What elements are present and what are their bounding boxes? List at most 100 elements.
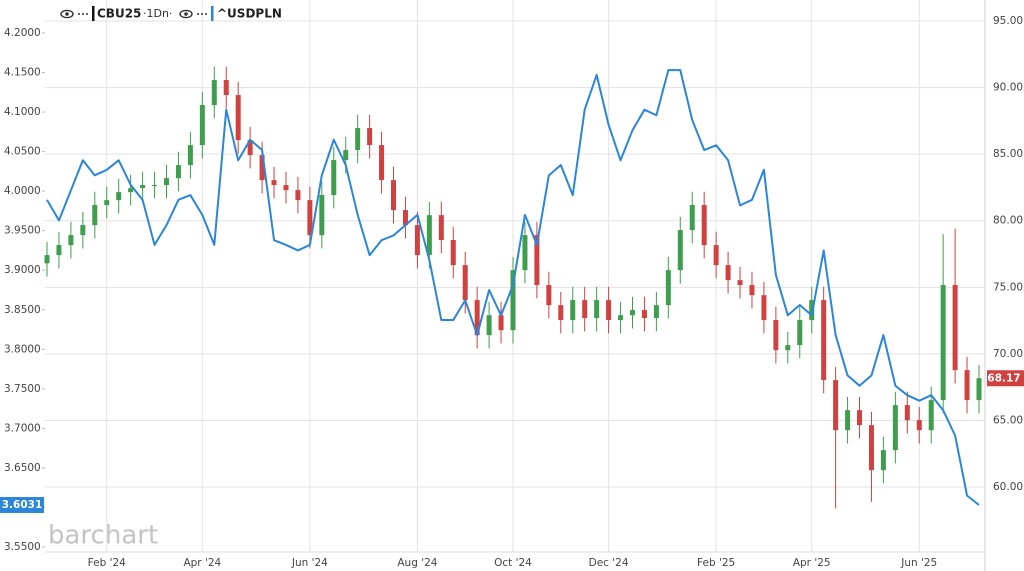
series-swatch [92, 6, 95, 21]
candle-body [331, 160, 337, 196]
candle-body [749, 285, 755, 296]
candle-body [641, 310, 647, 319]
candle-body [116, 192, 122, 201]
candle-body [367, 128, 373, 146]
candle-body [187, 145, 193, 166]
candle-body [450, 240, 456, 266]
candle-body [785, 345, 791, 351]
candle-body [104, 200, 110, 206]
candle-body [833, 380, 839, 431]
menu-dots[interactable] [197, 13, 207, 15]
candle-body [713, 245, 719, 266]
candle-body [964, 370, 970, 401]
candle-body [402, 210, 408, 226]
candle-body [319, 195, 325, 236]
candle-body [462, 265, 468, 301]
x-tick-label: Feb '25 [697, 557, 735, 569]
candle-body [546, 285, 552, 306]
y-tick-label: 3.9000 [4, 264, 41, 276]
candle-body [199, 105, 205, 146]
candle-body [845, 410, 851, 431]
last-value-label: 68.17 [987, 372, 1020, 384]
y-tick-label: 3.5500 [4, 541, 41, 553]
candle-body [211, 80, 217, 106]
x-tick-label: Apr '24 [183, 557, 221, 569]
x-tick-label: Jun '24 [291, 557, 328, 569]
legend-entry: CBU25 [97, 7, 141, 21]
candle-body [629, 310, 635, 316]
y-tick-label: 4.0000 [4, 185, 41, 197]
y-tick-label: 4.1500 [4, 67, 41, 79]
y2-tick-label: 70.00 [993, 348, 1023, 360]
candle-body [594, 300, 600, 319]
y-tick-label: 4.0500 [4, 146, 41, 158]
candle-body [163, 178, 169, 186]
interval: ·1Dn· [143, 7, 172, 20]
series-swatch [211, 6, 214, 21]
y2-tick-label: 95.00 [993, 15, 1023, 27]
candle-body [558, 305, 564, 321]
candle-body [498, 315, 504, 331]
candle-body [414, 225, 420, 256]
candle-body [80, 225, 86, 236]
candle-body [868, 425, 874, 471]
candle-body [618, 315, 624, 321]
candle-body [68, 235, 74, 246]
candle-body [725, 265, 731, 281]
candle-body [44, 255, 50, 264]
candle-body [283, 185, 289, 191]
candle-body [474, 300, 480, 336]
candle-body [821, 300, 827, 381]
menu-dots[interactable] [78, 13, 88, 15]
candle-body [653, 305, 659, 319]
last-value-label: 3.6031 [2, 499, 43, 511]
candle-body [295, 190, 301, 201]
candle-body [857, 410, 863, 426]
y2-tick-label: 65.00 [993, 414, 1023, 426]
candle-body [892, 405, 898, 451]
candle-body [940, 285, 946, 401]
eye-icon[interactable] [179, 9, 193, 19]
candle-body [976, 378, 982, 401]
candle-body [928, 400, 934, 431]
candle-body [606, 300, 612, 321]
candle-body [379, 145, 385, 181]
y2-tick-label: 60.00 [993, 481, 1023, 493]
candle-body [522, 235, 528, 271]
candle-body [952, 285, 958, 371]
candle-body [570, 300, 576, 321]
candle-body [797, 320, 803, 346]
legend: CBU25 ·1Dn· ^USDPLN [60, 6, 282, 21]
candle-body [534, 235, 540, 286]
y2-tick-label: 75.00 [993, 281, 1023, 293]
candle-body [689, 205, 695, 231]
y-tick-label: 3.6500 [4, 462, 41, 474]
candle-body [916, 420, 922, 431]
candle-body [343, 150, 349, 161]
legend-entry: ^USDPLN [217, 7, 282, 21]
candle-body [307, 200, 313, 236]
y2-tick-label: 90.00 [993, 82, 1023, 94]
y-tick-label: 3.9500 [4, 225, 41, 237]
candle-body [737, 280, 743, 286]
candle-body [92, 205, 98, 226]
candle-body [235, 95, 241, 141]
x-tick-label: Dec '24 [589, 557, 629, 569]
candle-body [128, 188, 134, 193]
y-tick-label: 3.7500 [4, 383, 41, 395]
last-value-badge [987, 370, 1024, 387]
candle-body [56, 245, 62, 256]
y2-tick-label: 80.00 [993, 215, 1023, 227]
candle-body [152, 185, 158, 187]
x-tick-label: Feb '24 [88, 557, 126, 569]
y-tick-label: 3.8500 [4, 304, 41, 316]
candle-body [223, 80, 229, 96]
candle-body [701, 205, 707, 246]
candle-body [247, 140, 253, 156]
x-tick-label: Aug '24 [397, 557, 437, 569]
candle-body [486, 315, 492, 336]
eye-icon[interactable] [60, 9, 74, 19]
candle-body [904, 405, 910, 421]
x-tick-label: Apr '25 [793, 557, 831, 569]
